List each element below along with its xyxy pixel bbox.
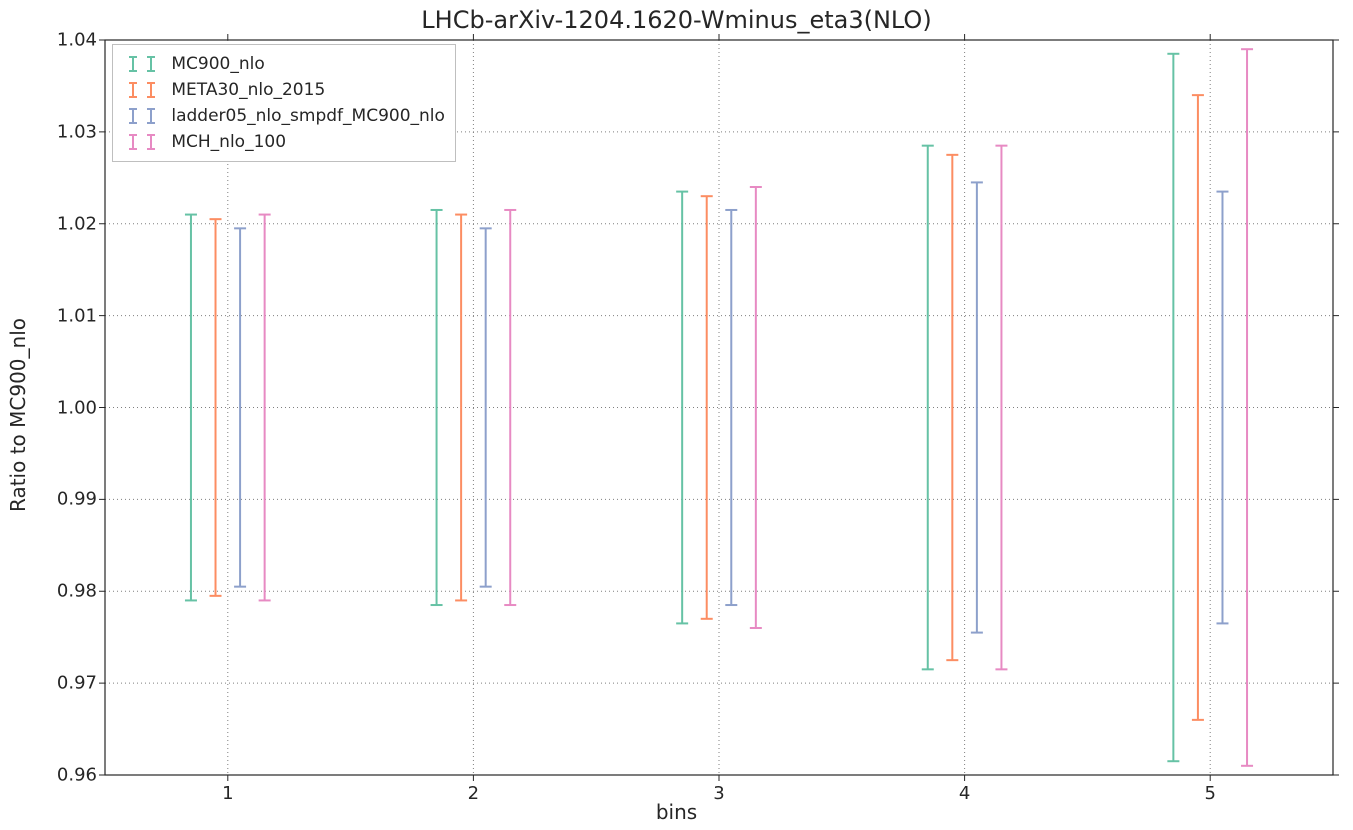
legend-label: ladder05_nlo_smpdf_MC900_nlo	[171, 106, 445, 126]
ytick-label: 0.97	[27, 673, 97, 694]
xtick-label: 3	[713, 783, 724, 804]
ytick-label: 1.02	[27, 213, 97, 234]
legend-errorbar-icon	[121, 106, 165, 126]
legend-label: META30_nlo_2015	[171, 80, 325, 100]
legend-item: MCH_nlo_100	[121, 129, 445, 155]
legend-item: META30_nlo_2015	[121, 77, 445, 103]
ytick-label: 0.96	[27, 765, 97, 786]
legend-errorbar-icon	[121, 80, 165, 100]
ytick-label: 1.04	[27, 30, 97, 51]
legend-label: MCH_nlo_100	[171, 132, 286, 152]
ytick-label: 1.03	[27, 121, 97, 142]
xtick-label: 2	[468, 783, 479, 804]
ytick-label: 1.00	[27, 397, 97, 418]
legend-item: MC900_nlo	[121, 51, 445, 77]
ytick-label: 0.99	[27, 489, 97, 510]
xtick-label: 1	[222, 783, 233, 804]
ytick-label: 1.01	[27, 305, 97, 326]
ytick-label: 0.98	[27, 581, 97, 602]
legend: MC900_nlo META30_nlo_2015 ladder05_nlo_smp…	[112, 44, 456, 162]
chart-title: LHCb-arXiv-1204.1620-Wminus_eta3(NLO)	[0, 6, 1353, 34]
legend-errorbar-icon	[121, 54, 165, 74]
xtick-label: 4	[959, 783, 970, 804]
xtick-label: 5	[1204, 783, 1215, 804]
chart-container: LHCb-arXiv-1204.1620-Wminus_eta3(NLO) Ra…	[0, 0, 1353, 830]
x-axis-label: bins	[0, 800, 1353, 824]
legend-label: MC900_nlo	[171, 54, 264, 74]
legend-errorbar-icon	[121, 132, 165, 152]
legend-item: ladder05_nlo_smpdf_MC900_nlo	[121, 103, 445, 129]
